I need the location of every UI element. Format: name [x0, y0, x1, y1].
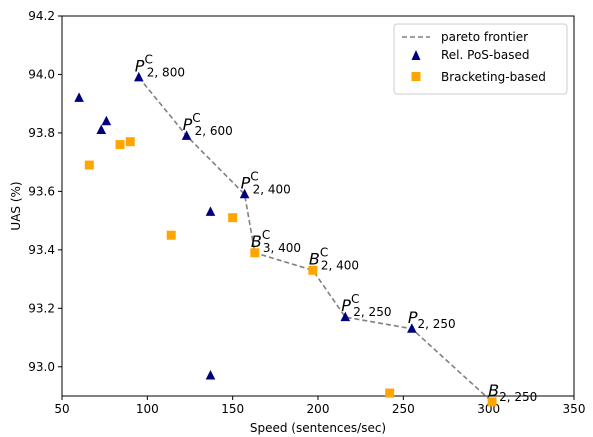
rel-pos-point	[74, 92, 84, 102]
legend-bracket-swatch	[411, 72, 421, 81]
annotation-subscript: 2, 250	[353, 305, 391, 319]
legend-box	[393, 23, 568, 95]
y-tick-label: 93.4	[28, 243, 55, 257]
bracketing-point	[228, 213, 238, 223]
point-annotation: PC 2, 800	[135, 52, 185, 79]
y-tick-label: 93.2	[28, 301, 55, 315]
rel-pos-point	[96, 124, 107, 134]
bracketing-point	[385, 388, 395, 398]
annotation-subscript: 2, 250	[499, 390, 537, 404]
annotation-superscript: C	[320, 245, 328, 259]
annotation-base: P	[408, 308, 418, 327]
rel-pos-point	[340, 311, 351, 322]
y-tick-label: 94.0	[28, 67, 55, 81]
rel-pos-point	[134, 71, 144, 82]
annotation-superscript: C	[351, 292, 359, 306]
point-annotation: PC 2, 250	[341, 292, 391, 319]
rel-pos-point	[205, 370, 216, 380]
rel-pos-point	[101, 115, 112, 126]
annotation-superscript: C	[262, 228, 270, 242]
x-axis-label: Speed (sentences/sec)	[250, 421, 386, 435]
bracketing-point	[115, 140, 125, 150]
x-tick-label: 50	[54, 402, 69, 416]
x-tick-label: 200	[307, 402, 330, 416]
point-annotation: PC 2, 600	[183, 111, 233, 138]
point-annotation: B2, 250	[488, 381, 537, 404]
annotation-subscript: 2, 400	[321, 258, 359, 272]
legend-pos-label: Rel. PoS-based	[441, 48, 529, 62]
x-axis-ticks: 50 100 150 200 250 300 350	[54, 396, 585, 416]
y-tick-label: 94.2	[28, 9, 55, 23]
y-axis-label: UAS (%)	[9, 181, 23, 230]
legend-bracket-label: Bracketing-based	[441, 70, 546, 84]
annotation-base: B	[488, 381, 499, 400]
point-annotation: PC 2, 400	[241, 169, 291, 196]
x-tick-label: 350	[563, 402, 586, 416]
legend: pareto frontier Rel. PoS-based Bracketin…	[393, 23, 568, 95]
bracketing-point	[487, 397, 497, 407]
annotation-superscript: C	[192, 111, 200, 125]
rel-pos-point	[205, 206, 216, 216]
data-points-layer	[74, 71, 497, 407]
x-tick-label: 250	[392, 402, 415, 416]
y-axis-ticks: 93.0 93.2 93.4 93.6 93.8 94.0 94.2	[28, 9, 62, 374]
bracketing-point	[125, 137, 135, 147]
annotation-base: P	[241, 173, 251, 192]
pareto-frontier-layer	[138, 76, 493, 403]
annotation-base: P	[341, 296, 351, 315]
annotation-superscript: C	[250, 169, 258, 183]
x-tick-label: 150	[221, 402, 244, 416]
pareto-frontier-line	[138, 76, 493, 403]
annotation-superscript: C	[144, 52, 152, 66]
annotation-base: B	[251, 232, 262, 251]
annotation-base: P	[135, 56, 145, 75]
y-tick-label: 93.6	[28, 184, 55, 198]
bracketing-point	[84, 160, 94, 170]
legend-pos-swatch	[411, 50, 421, 60]
point-annotation: P2, 250	[408, 308, 456, 331]
bracketing-point	[308, 265, 318, 275]
annotation-subscript: 2, 600	[195, 124, 233, 138]
annotation-subscript: 3, 400	[263, 241, 301, 255]
rel-pos-point	[239, 188, 250, 199]
y-tick-label: 93.8	[28, 126, 55, 140]
annotation-base: P	[183, 115, 193, 134]
annotation-base: B	[309, 249, 320, 268]
annotation-subscript: 2, 400	[253, 182, 291, 196]
annotation-subscript: 2, 250	[418, 317, 456, 331]
legend-frontier-label: pareto frontier	[441, 30, 528, 44]
rel-pos-point	[181, 130, 192, 140]
x-tick-label: 100	[136, 402, 159, 416]
bracketing-point	[250, 248, 260, 258]
y-tick-label: 93.0	[28, 360, 55, 374]
point-annotation: BC 2, 400	[309, 245, 359, 272]
rel-pos-point	[407, 323, 417, 333]
bracketing-point	[166, 230, 176, 240]
point-annotation: BC 3, 400	[251, 228, 301, 255]
annotation-subscript: 2, 800	[147, 65, 185, 79]
